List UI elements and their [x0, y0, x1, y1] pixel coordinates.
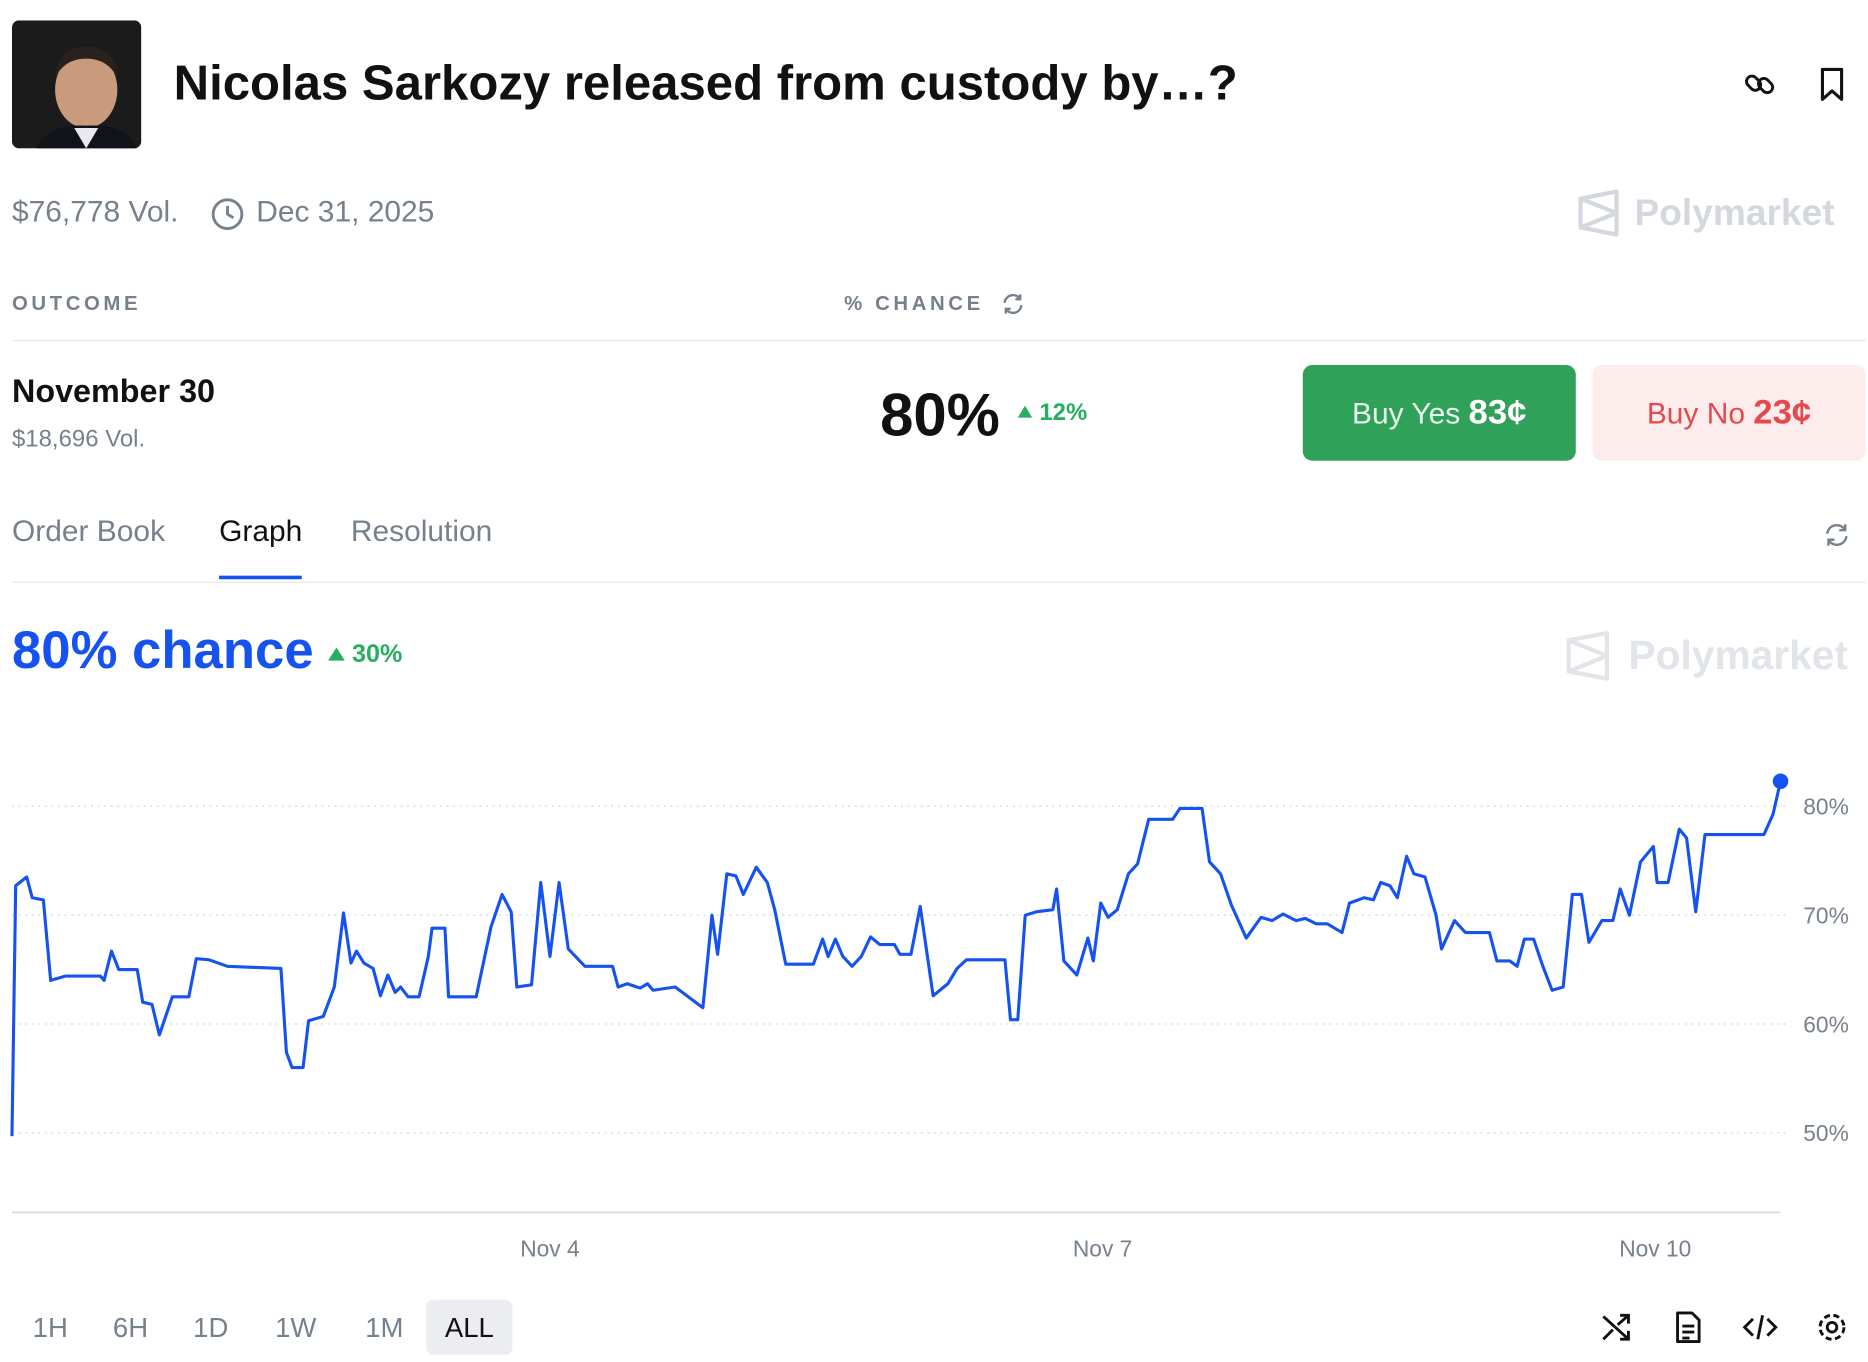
avatar	[11, 20, 142, 149]
market-title: Nicolas Sarkozy released from custody by…	[173, 55, 1238, 111]
column-header: OUTCOME	[11, 292, 142, 315]
brand-name: Polymarket	[1634, 191, 1835, 234]
y-tick-label: 80%	[1803, 794, 1849, 820]
settings-icon[interactable]	[1815, 1310, 1849, 1344]
bookmark-icon[interactable]	[1816, 66, 1850, 104]
end-date: Dec 31, 2025	[256, 195, 435, 229]
refresh-icon[interactable]	[1822, 521, 1851, 550]
button-label: Buy Yes	[1352, 397, 1461, 431]
tab[interactable]: Resolution	[350, 514, 493, 549]
y-tick-label: 50%	[1803, 1120, 1849, 1146]
column-header: % CHANCE	[844, 292, 984, 315]
timeframe-button[interactable]: 1D	[193, 1311, 229, 1343]
divider	[11, 339, 1866, 342]
up-arrow	[328, 647, 345, 661]
timeframe-button[interactable]: 1M	[365, 1311, 404, 1343]
chart-change: 30%	[352, 640, 403, 668]
chart-chance: 80% chance	[11, 621, 314, 680]
y-tick-label: 60%	[1803, 1011, 1849, 1037]
brand-logo	[1578, 189, 1619, 237]
brand-name: Polymarket	[1628, 633, 1848, 679]
divider	[11, 581, 1866, 583]
shuffle-icon[interactable]	[1600, 1310, 1634, 1344]
outcome-change: 12%	[1039, 399, 1088, 427]
outcome-name: November 30	[11, 373, 216, 410]
link-icon[interactable]	[1742, 67, 1778, 103]
button-price: 83¢	[1468, 393, 1527, 433]
buy-no-button[interactable]: Buy No 23¢	[1592, 365, 1866, 461]
embed-icon[interactable]	[1742, 1312, 1778, 1343]
outcome-volume: $18,696 Vol.	[11, 426, 146, 453]
brand-logo	[1566, 631, 1610, 681]
last-point	[1772, 773, 1789, 790]
x-tick-label: Nov 7	[1073, 1236, 1132, 1262]
total-volume: $76,778 Vol.	[11, 195, 179, 229]
outcome-chance: 80%	[880, 381, 1000, 449]
up-arrow	[1017, 405, 1033, 418]
timeframe-button[interactable]: 1H	[32, 1311, 68, 1343]
button-price: 23¢	[1753, 393, 1812, 433]
y-tick-label: 70%	[1803, 903, 1849, 929]
timeframe-button[interactable]: ALL	[426, 1299, 513, 1355]
price-line	[10, 780, 1783, 1137]
tab[interactable]: Order Book	[11, 514, 166, 549]
x-tick-label: Nov 10	[1619, 1236, 1691, 1262]
button-label: Buy No	[1646, 397, 1745, 431]
document-icon[interactable]	[1673, 1309, 1704, 1345]
clock-icon	[211, 198, 244, 231]
timeframe-button[interactable]: 1W	[275, 1311, 317, 1343]
tab[interactable]: Graph	[219, 515, 303, 580]
buy-yes-button[interactable]: Buy Yes 83¢	[1302, 365, 1576, 461]
x-tick-label: Nov 4	[520, 1236, 579, 1262]
timeframe-button[interactable]: 6H	[112, 1311, 149, 1343]
refresh-icon[interactable]	[1000, 291, 1026, 317]
